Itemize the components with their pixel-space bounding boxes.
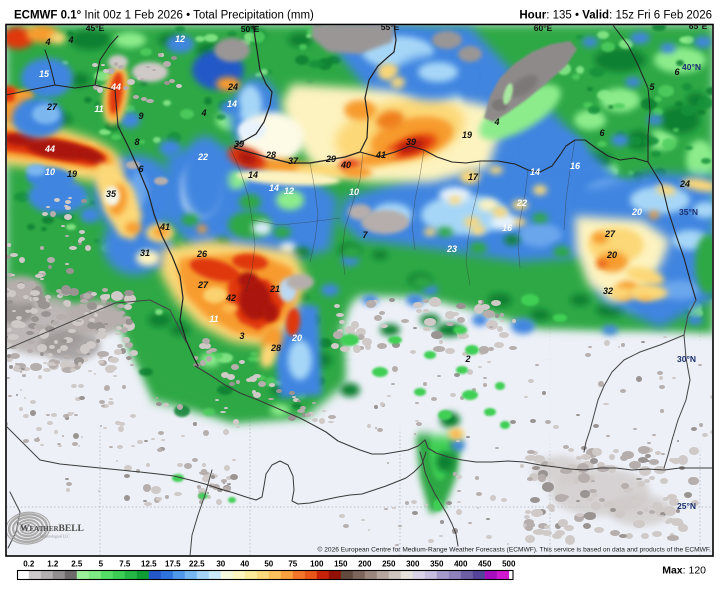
svg-text:30: 30 <box>216 560 225 569</box>
svg-text:250: 250 <box>382 560 396 569</box>
svg-text:16: 16 <box>570 161 581 171</box>
svg-text:20: 20 <box>606 250 617 260</box>
svg-text:42: 42 <box>225 293 236 303</box>
svg-text:© 2026 European Centre for Med: © 2026 European Centre for Medium-Range … <box>318 546 712 554</box>
svg-text:44: 44 <box>44 144 55 154</box>
svg-text:22: 22 <box>516 198 527 208</box>
svg-text:50°E: 50°E <box>241 24 260 34</box>
svg-text:ECMWF 0.1° Init 00z 1 Feb 2026: ECMWF 0.1° Init 00z 1 Feb 2026 • Total P… <box>14 10 314 22</box>
svg-text:14: 14 <box>269 183 279 193</box>
svg-text:4: 4 <box>493 117 499 127</box>
svg-text:6: 6 <box>599 128 605 138</box>
svg-text:15: 15 <box>39 69 50 79</box>
svg-text:75: 75 <box>288 560 297 569</box>
svg-text:11: 11 <box>94 104 103 114</box>
svg-text:24: 24 <box>227 82 238 92</box>
svg-text:31: 31 <box>140 248 150 258</box>
svg-text:14: 14 <box>530 167 540 177</box>
svg-text:12.5: 12.5 <box>141 560 157 569</box>
svg-text:Meteorological LLC: Meteorological LLC <box>40 535 70 539</box>
svg-text:5: 5 <box>649 82 655 92</box>
svg-text:450: 450 <box>478 560 492 569</box>
svg-text:16: 16 <box>502 223 513 233</box>
svg-text:29: 29 <box>325 154 336 164</box>
svg-text:22.5: 22.5 <box>189 560 205 569</box>
svg-text:55°E: 55°E <box>381 22 400 32</box>
svg-text:25°N: 25°N <box>677 501 696 511</box>
svg-text:50: 50 <box>264 560 273 569</box>
svg-text:19: 19 <box>462 130 472 140</box>
svg-text:41: 41 <box>159 222 170 232</box>
svg-text:44: 44 <box>110 82 121 92</box>
svg-text:4: 4 <box>67 35 73 45</box>
svg-text:200: 200 <box>358 560 372 569</box>
svg-text:41: 41 <box>375 150 386 160</box>
svg-text:400: 400 <box>454 560 468 569</box>
svg-text:12: 12 <box>175 34 185 44</box>
svg-text:14: 14 <box>227 99 237 109</box>
svg-text:24: 24 <box>679 179 690 189</box>
svg-text:300: 300 <box>406 560 420 569</box>
svg-text:27: 27 <box>604 229 616 239</box>
svg-text:500: 500 <box>502 560 516 569</box>
svg-text:100: 100 <box>310 560 324 569</box>
svg-text:20: 20 <box>291 333 302 343</box>
svg-text:1.2: 1.2 <box>47 560 59 569</box>
svg-text:WEATHERBELL: WEATHERBELL <box>20 524 84 534</box>
svg-text:27: 27 <box>197 280 209 290</box>
svg-text:40: 40 <box>340 160 351 170</box>
svg-text:17.5: 17.5 <box>165 560 181 569</box>
svg-text:35°N: 35°N <box>679 207 698 217</box>
svg-text:32: 32 <box>603 286 613 296</box>
svg-text:Max: 120: Max: 120 <box>662 565 706 577</box>
svg-text:10: 10 <box>349 187 359 197</box>
svg-text:40: 40 <box>240 560 249 569</box>
svg-text:12: 12 <box>284 186 294 196</box>
svg-text:35: 35 <box>106 189 117 199</box>
svg-text:7.5: 7.5 <box>119 560 131 569</box>
svg-text:2.5: 2.5 <box>71 560 83 569</box>
svg-text:39: 39 <box>406 137 416 147</box>
svg-text:0.2: 0.2 <box>23 560 35 569</box>
svg-text:4: 4 <box>200 108 206 118</box>
svg-text:150: 150 <box>334 560 348 569</box>
svg-text:65°E: 65°E <box>689 21 708 31</box>
svg-text:3: 3 <box>239 331 244 341</box>
svg-text:26: 26 <box>196 249 208 259</box>
svg-text:28: 28 <box>265 150 276 160</box>
svg-text:21: 21 <box>269 284 280 294</box>
svg-text:23: 23 <box>446 244 457 254</box>
svg-text:9: 9 <box>138 111 143 121</box>
svg-text:5: 5 <box>99 560 104 569</box>
svg-text:8: 8 <box>134 137 139 147</box>
svg-text:11: 11 <box>209 314 218 324</box>
svg-text:4: 4 <box>44 37 50 47</box>
svg-text:6: 6 <box>138 164 144 174</box>
svg-text:22: 22 <box>197 152 208 162</box>
svg-text:17: 17 <box>468 172 479 182</box>
svg-text:350: 350 <box>430 560 444 569</box>
svg-text:10: 10 <box>45 167 55 177</box>
svg-text:40°N: 40°N <box>682 62 701 72</box>
svg-text:19: 19 <box>67 169 77 179</box>
svg-text:Hour: 135 • Valid: 15z Fri 6 F: Hour: 135 • Valid: 15z Fri 6 Feb 2026 <box>519 10 712 22</box>
svg-text:28: 28 <box>270 343 281 353</box>
svg-text:60°E: 60°E <box>534 23 553 33</box>
svg-text:45°E: 45°E <box>86 23 105 33</box>
svg-text:37: 37 <box>288 156 299 166</box>
svg-text:27: 27 <box>46 102 58 112</box>
svg-text:2: 2 <box>464 354 470 364</box>
svg-text:7: 7 <box>362 230 368 240</box>
svg-text:30°N: 30°N <box>677 354 696 364</box>
svg-text:6: 6 <box>674 67 680 77</box>
svg-text:39: 39 <box>234 139 244 149</box>
svg-text:20: 20 <box>631 207 642 217</box>
svg-text:14: 14 <box>248 170 258 180</box>
